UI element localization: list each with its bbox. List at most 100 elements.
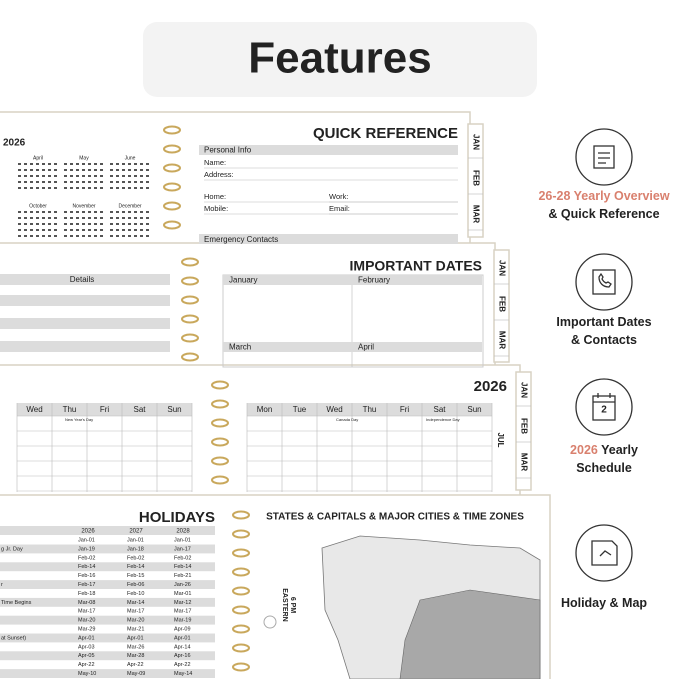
day-dot xyxy=(110,235,113,237)
feature-text-part: & Quick Reference xyxy=(548,207,659,221)
day-dot xyxy=(88,235,91,237)
label: FEB xyxy=(497,296,506,312)
label: April xyxy=(358,343,374,352)
day-dot xyxy=(18,211,21,213)
label: MAR xyxy=(471,205,480,223)
row-shade xyxy=(0,597,215,607)
label: 2026 xyxy=(3,138,26,149)
day-dot xyxy=(42,235,45,237)
day-dot xyxy=(146,175,149,177)
icon-shape xyxy=(591,540,618,566)
label: JUL xyxy=(496,432,505,447)
day-dot xyxy=(42,181,45,183)
feature-text-part: Holiday & Map xyxy=(561,596,647,610)
label: at Sunset) xyxy=(1,635,26,641)
label: MAR xyxy=(497,331,506,349)
day-dot xyxy=(18,169,21,171)
day-dot xyxy=(110,229,113,231)
label: Mar-08 xyxy=(78,600,95,606)
label: June xyxy=(125,155,136,161)
label: Feb-17 xyxy=(78,582,95,588)
label: Sun xyxy=(167,405,181,414)
spiral-ring xyxy=(211,437,229,447)
label: May-10 xyxy=(78,671,96,677)
day-dot xyxy=(88,217,91,219)
day-dot xyxy=(140,229,143,231)
day-dot xyxy=(122,175,125,177)
spiral-ring xyxy=(232,529,250,539)
label: STATES & CAPITALS & MAJOR CITIES & TIME … xyxy=(266,512,524,523)
label: JAN xyxy=(471,134,480,150)
day-dot xyxy=(110,181,113,183)
label: January xyxy=(229,276,257,285)
day-dot xyxy=(128,169,131,171)
day-dot xyxy=(128,223,131,225)
spiral-ring xyxy=(181,314,199,324)
label: Mobile: xyxy=(204,204,228,213)
feature-text-part: 2026 xyxy=(570,443,598,457)
day-dot xyxy=(48,163,51,165)
shape xyxy=(17,403,192,416)
day-dot xyxy=(54,235,57,237)
day-dot xyxy=(122,229,125,231)
shape xyxy=(223,275,353,285)
label: Apr-22 xyxy=(78,662,95,668)
feature-icon-ring xyxy=(575,524,633,582)
day-dot xyxy=(24,217,27,219)
day-dot xyxy=(76,187,79,189)
day-dot xyxy=(24,223,27,225)
label: 2028 xyxy=(176,529,190,535)
day-dot xyxy=(18,229,21,231)
day-dot xyxy=(94,187,97,189)
label: November xyxy=(72,203,95,209)
label: Feb-14 xyxy=(127,564,144,570)
day-dot xyxy=(18,217,21,219)
day-dot xyxy=(76,181,79,183)
day-dot xyxy=(76,217,79,219)
shape xyxy=(352,275,482,285)
day-dot xyxy=(76,229,79,231)
day-dot xyxy=(36,169,39,171)
day-dot xyxy=(134,217,137,219)
day-dot xyxy=(116,223,119,225)
day-dot xyxy=(30,217,33,219)
day-dot xyxy=(42,229,45,231)
day-dot xyxy=(88,175,91,177)
day-dot xyxy=(122,181,125,183)
day-dot xyxy=(36,235,39,237)
label: FEB xyxy=(519,418,528,434)
day-dot xyxy=(116,217,119,219)
label: Address: xyxy=(204,170,234,179)
day-dot xyxy=(30,229,33,231)
day-dot xyxy=(24,187,27,189)
day-dot xyxy=(146,187,149,189)
label: Feb-21 xyxy=(174,573,191,579)
spiral-ring xyxy=(211,475,229,485)
day-dot xyxy=(48,217,51,219)
day-dot xyxy=(88,223,91,225)
tab-strip xyxy=(467,123,484,238)
spiral-ring xyxy=(211,418,229,428)
day-dot xyxy=(100,223,103,225)
day-dot xyxy=(18,223,21,225)
day-dot xyxy=(42,169,45,171)
label: Feb-16 xyxy=(78,573,95,579)
day-dot xyxy=(140,163,143,165)
day-dot xyxy=(18,163,21,165)
feature: Holiday & Map xyxy=(561,524,647,610)
label: Feb-02 xyxy=(127,555,144,561)
day-dot xyxy=(70,163,73,165)
feature-text-part: Important Dates xyxy=(556,315,651,329)
day-dot xyxy=(146,163,149,165)
shape xyxy=(199,145,458,155)
day-dot xyxy=(122,217,125,219)
day-dot xyxy=(82,229,85,231)
feature-text: 2026 Yearly xyxy=(570,443,638,457)
label: Sat xyxy=(433,405,446,414)
day-dot xyxy=(110,211,113,213)
label: Feb-06 xyxy=(127,582,144,588)
spiral-ring xyxy=(163,201,181,211)
day-dot xyxy=(134,163,137,165)
label: Apr-09 xyxy=(174,626,191,632)
label: 2026 xyxy=(81,529,95,535)
